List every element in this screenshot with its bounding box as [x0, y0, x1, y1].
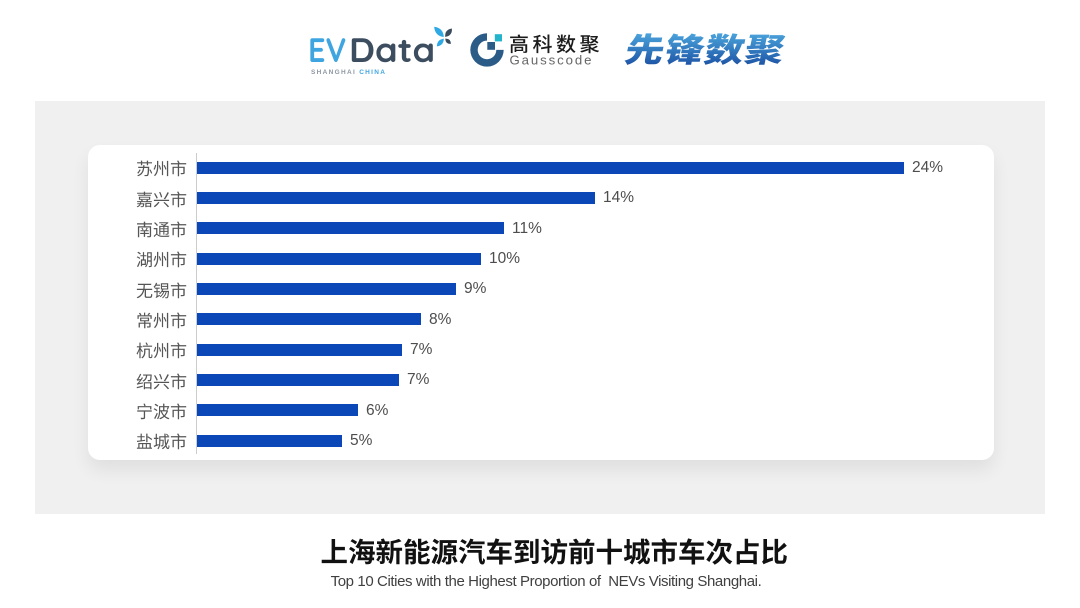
svg-text:Gausscode: Gausscode: [510, 52, 594, 67]
svg-text:SHANGHAI CHINA: SHANGHAI CHINA: [311, 69, 386, 76]
